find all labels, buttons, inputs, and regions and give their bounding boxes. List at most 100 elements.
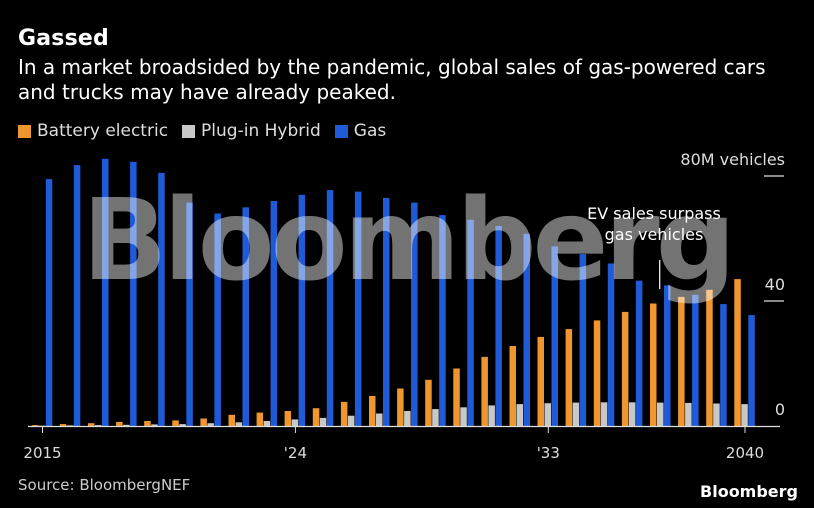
plug-in-hybrid-bar <box>572 402 580 426</box>
gas-bar <box>411 202 418 426</box>
battery-electric-bar <box>537 336 544 426</box>
battery-electric-bar <box>734 279 741 426</box>
legend-label-plug-in-hybrid: Plug-in Hybrid <box>201 121 321 141</box>
battery-electric-bar <box>228 414 235 427</box>
gas-bar <box>607 263 615 426</box>
legend-item-gas: Gas <box>334 121 387 141</box>
gas-bar <box>720 304 727 426</box>
battery-electric-bar <box>706 289 713 427</box>
battery-electric-bar <box>453 368 460 426</box>
plug-in-hybrid-bar <box>657 402 664 426</box>
legend-swatch-plug-in-hybrid <box>182 124 196 138</box>
plug-in-hybrid-bar <box>488 405 495 426</box>
plug-in-hybrid-bar <box>713 403 720 426</box>
bloomberg-logo: Bloomberg <box>700 482 798 501</box>
gas-bar <box>45 179 53 426</box>
chart-subtitle: In a market broadsided by the pandemic, … <box>18 55 766 104</box>
gas-bar <box>326 190 334 426</box>
battery-electric-bar <box>312 408 320 426</box>
legend-swatch-battery-electric <box>18 124 31 138</box>
gas-bar <box>635 280 643 426</box>
battery-electric-bar <box>481 356 488 426</box>
gas-bar <box>439 215 446 426</box>
gas-bar <box>214 213 221 426</box>
plug-in-hybrid-bar <box>66 425 74 426</box>
gas-bar <box>298 194 306 427</box>
plug-in-hybrid-bar <box>347 415 355 426</box>
battery-electric-bar <box>59 424 67 426</box>
gas-bar <box>354 191 362 426</box>
gas-bar <box>467 219 474 427</box>
plug-in-hybrid-bar <box>151 424 158 426</box>
gas-bar <box>579 254 587 426</box>
battery-electric-bar <box>650 303 657 426</box>
plug-in-hybrid-bar <box>319 417 327 426</box>
gas-bar <box>102 158 109 427</box>
battery-electric-bar <box>621 311 629 426</box>
battery-electric-bar <box>593 320 601 426</box>
plug-in-hybrid-bar <box>432 409 439 426</box>
battery-electric-bar <box>31 425 39 426</box>
annotation-text: EV sales surpass <box>587 204 721 223</box>
battery-electric-bar <box>509 346 516 426</box>
x-tick-label: 2015 <box>23 444 61 462</box>
gas-bar <box>73 165 81 426</box>
x-tick-label: '33 <box>537 444 560 462</box>
battery-electric-bar <box>284 411 292 426</box>
battery-electric-bar <box>144 421 151 426</box>
gas-bar <box>523 233 530 426</box>
plug-in-hybrid-bar <box>179 424 186 426</box>
gas-bar <box>383 197 390 426</box>
legend-label-battery-electric: Battery electric <box>37 121 169 141</box>
plug-in-hybrid-bar <box>685 402 692 426</box>
y-tick-label: 0 <box>775 400 785 419</box>
plug-in-hybrid-bar <box>460 407 467 427</box>
battery-electric-bar <box>369 396 376 426</box>
gas-bar <box>130 161 137 426</box>
plug-in-hybrid-bar <box>544 403 551 426</box>
battery-electric-bar <box>116 421 123 426</box>
legend-label-gas: Gas <box>353 121 387 141</box>
gas-bar <box>664 285 671 426</box>
y-tick-label: 40 <box>765 275 785 294</box>
gas-bar <box>158 172 165 426</box>
plug-in-hybrid-bar <box>263 421 271 426</box>
x-tick-label: 2040 <box>726 444 764 462</box>
plug-in-hybrid-bar <box>376 413 383 426</box>
gas-bar <box>551 246 558 426</box>
chart-title: Gassed <box>18 26 109 51</box>
plug-in-hybrid-bar <box>741 404 748 426</box>
battery-electric-bar <box>340 401 348 426</box>
annotation-text: gas vehicles <box>605 225 704 244</box>
x-tick-label: '24 <box>284 444 307 462</box>
plug-in-hybrid-bar <box>404 411 411 426</box>
battery-electric-bar <box>425 379 432 427</box>
gas-bar <box>270 201 278 426</box>
battery-electric-bar <box>172 420 179 426</box>
gas-bar <box>186 202 193 426</box>
battery-electric-bar <box>678 296 685 426</box>
battery-electric-bar <box>88 423 95 426</box>
legend-item-plug-in-hybrid: Plug-in Hybrid <box>182 121 321 141</box>
legend: Battery electric Plug-in Hybrid Gas <box>18 121 386 141</box>
battery-electric-bar <box>200 418 207 426</box>
gas-bar <box>692 294 699 427</box>
gas-bar <box>242 207 249 427</box>
plug-in-hybrid-bar <box>600 402 608 427</box>
source-note: Source: BloombergNEF <box>18 476 191 494</box>
plug-in-hybrid-bar <box>628 402 636 427</box>
plug-in-hybrid-bar <box>123 424 130 427</box>
battery-electric-bar <box>256 412 264 426</box>
legend-swatch-gas <box>334 124 348 138</box>
battery-electric-bar <box>565 329 573 426</box>
battery-electric-bar <box>397 388 404 426</box>
gas-bar <box>748 315 755 426</box>
plug-in-hybrid-bar <box>235 422 242 427</box>
legend-item-battery-electric: Battery electric <box>18 121 168 141</box>
plug-in-hybrid-bar <box>516 404 523 426</box>
y-tick-label: 80M vehicles <box>680 150 785 169</box>
plug-in-hybrid-bar <box>207 423 214 426</box>
plug-in-hybrid-bar <box>95 425 102 426</box>
gas-bar <box>495 226 502 426</box>
